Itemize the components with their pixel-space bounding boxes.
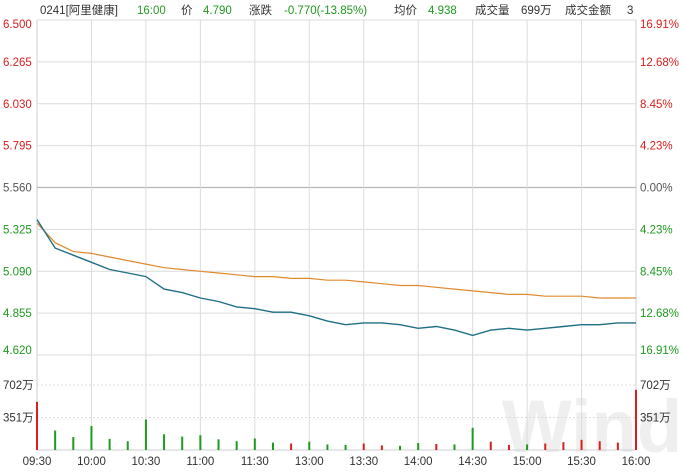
volume-value: 699万: [521, 5, 552, 17]
change-value: -0.770(-13.85%): [284, 5, 367, 17]
price-tick-label: 6.030: [3, 99, 32, 111]
price-tick-label: 6.500: [3, 19, 32, 31]
change-label: 涨跌: [249, 3, 272, 17]
volume-tick-label-right: 702万: [640, 380, 671, 392]
avg-label: 均价: [394, 4, 417, 17]
time-tick-label: 09:30: [23, 456, 52, 468]
quote-time: 16:00: [137, 5, 166, 17]
time-tick-label: 13:30: [349, 456, 378, 468]
volume-label: 成交量: [475, 3, 510, 17]
time-tick-label: 11:00: [186, 456, 214, 468]
price-tick-label: 5.090: [3, 266, 32, 278]
time-tick-label: 14:30: [458, 456, 487, 468]
time-tick-label: 13:00: [295, 456, 324, 468]
pct-tick-label: 8.45%: [640, 266, 673, 278]
price-tick-label: 4.620: [3, 345, 32, 357]
stock-code-name: 0241[阿里健康]: [40, 3, 118, 17]
pct-tick-label: 0.00%: [640, 183, 673, 195]
average-price-line: [36, 222, 636, 299]
price-value: 4.790: [203, 5, 232, 17]
pct-tick-label: 4.23%: [640, 141, 673, 153]
amount-value: 3: [627, 5, 633, 17]
price-tick-label: 5.795: [3, 141, 32, 153]
time-tick-label: 11:30: [241, 456, 269, 468]
volume-tick-label: 351万: [3, 413, 34, 425]
price-tick-label: 5.325: [3, 224, 32, 236]
time-tick-label: 10:30: [132, 456, 161, 468]
volume-tick-label-right: 351万: [640, 413, 671, 425]
time-tick-label: 10:00: [77, 456, 106, 468]
price-line: [36, 219, 636, 337]
pct-tick-label: 16.91%: [640, 345, 679, 357]
avg-value: 4.938: [428, 5, 457, 17]
volume-tick-label: 702万: [3, 380, 34, 392]
watermark-logo: Wind: [502, 385, 682, 468]
amount-label: 成交金额: [565, 3, 611, 17]
pct-tick-label: 12.68%: [640, 57, 679, 69]
pct-tick-label: 8.45%: [640, 99, 673, 111]
pct-tick-label: 16.91%: [640, 19, 679, 31]
price-tick-label: 6.265: [3, 57, 32, 69]
time-tick-label: 15:30: [567, 456, 596, 468]
time-tick-label: 16:00: [622, 456, 651, 468]
time-tick-label: 15:00: [513, 456, 542, 468]
time-tick-label: 14:00: [404, 456, 433, 468]
pct-tick-label: 4.23%: [640, 224, 673, 236]
price-label: 价: [181, 4, 193, 17]
price-tick-label: 5.560: [3, 183, 32, 195]
pct-tick-label: 12.68%: [640, 308, 679, 320]
price-tick-label: 4.855: [3, 308, 32, 320]
